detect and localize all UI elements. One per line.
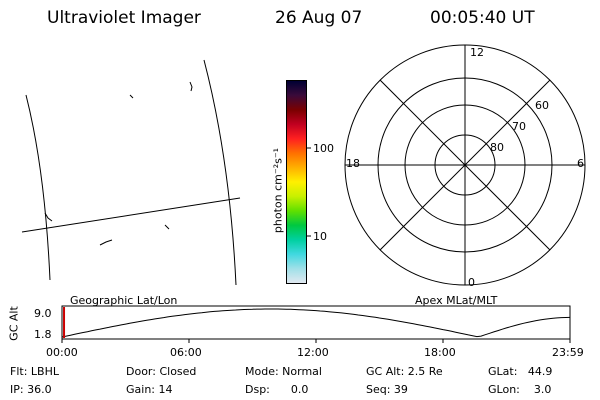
info-door: Door: Closed — [126, 365, 197, 378]
info-dsp: Dsp: 0.0 — [245, 383, 309, 396]
info-glat: GLat: 44.9 — [488, 365, 553, 378]
coast-fragment — [189, 81, 193, 92]
info-glon: GLon: 3.0 — [488, 383, 552, 396]
colorbar — [286, 80, 307, 284]
polar-label-18: 18 — [346, 157, 360, 170]
timeline-y-top: 9.0 — [34, 307, 52, 320]
info-mode: Mode: Normal — [245, 365, 322, 378]
map-latitude-line — [21, 197, 241, 233]
info-gc-alt: GC Alt: 2.5 Re — [366, 365, 443, 378]
coast-fragment — [129, 94, 134, 99]
instrument-title: Ultraviolet Imager — [47, 8, 201, 28]
timeline-right-title: Apex MLat/MLT — [415, 294, 498, 307]
map-longitude-line-left — [25, 94, 51, 281]
map-longitude-line-right — [203, 59, 237, 286]
coast-fragment — [44, 212, 53, 222]
coast-fragment — [99, 239, 113, 246]
polar-label-6: 6 — [577, 157, 584, 170]
info-gain: Gain: 14 — [126, 383, 173, 396]
timeline-y-bottom: 1.8 — [34, 328, 52, 341]
time-label: 00:05:40 UT — [430, 8, 535, 28]
info-ip: IP: 36.0 — [10, 383, 52, 396]
colorbar-tick-100: 100 — [313, 142, 334, 155]
timeline-tick-3: 18:00 — [424, 346, 456, 359]
timeline-altitude-curve — [61, 308, 571, 338]
polar-diagonal-2 — [379, 79, 551, 251]
polar-lat-60: 60 — [535, 99, 549, 112]
timeline-left-title: Geographic Lat/Lon — [70, 294, 178, 307]
colorbar-tick-10: 10 — [313, 230, 327, 243]
coast-fragment — [164, 224, 170, 230]
timeline-tick-2: 12:00 — [297, 346, 329, 359]
info-filter: Flt: LBHL — [10, 365, 59, 378]
info-seq: Seq: 39 — [366, 383, 408, 396]
polar-lat-80: 80 — [490, 141, 504, 154]
timeline-tick-1: 06:00 — [170, 346, 202, 359]
polar-label-0: 0 — [468, 276, 475, 289]
polar-label-12: 12 — [470, 46, 484, 59]
timeline-tick-4: 23:59 — [552, 346, 584, 359]
timeline-tick-0: 00:00 — [46, 346, 78, 359]
date-label: 26 Aug 07 — [275, 8, 363, 28]
polar-lat-70: 70 — [512, 120, 526, 133]
